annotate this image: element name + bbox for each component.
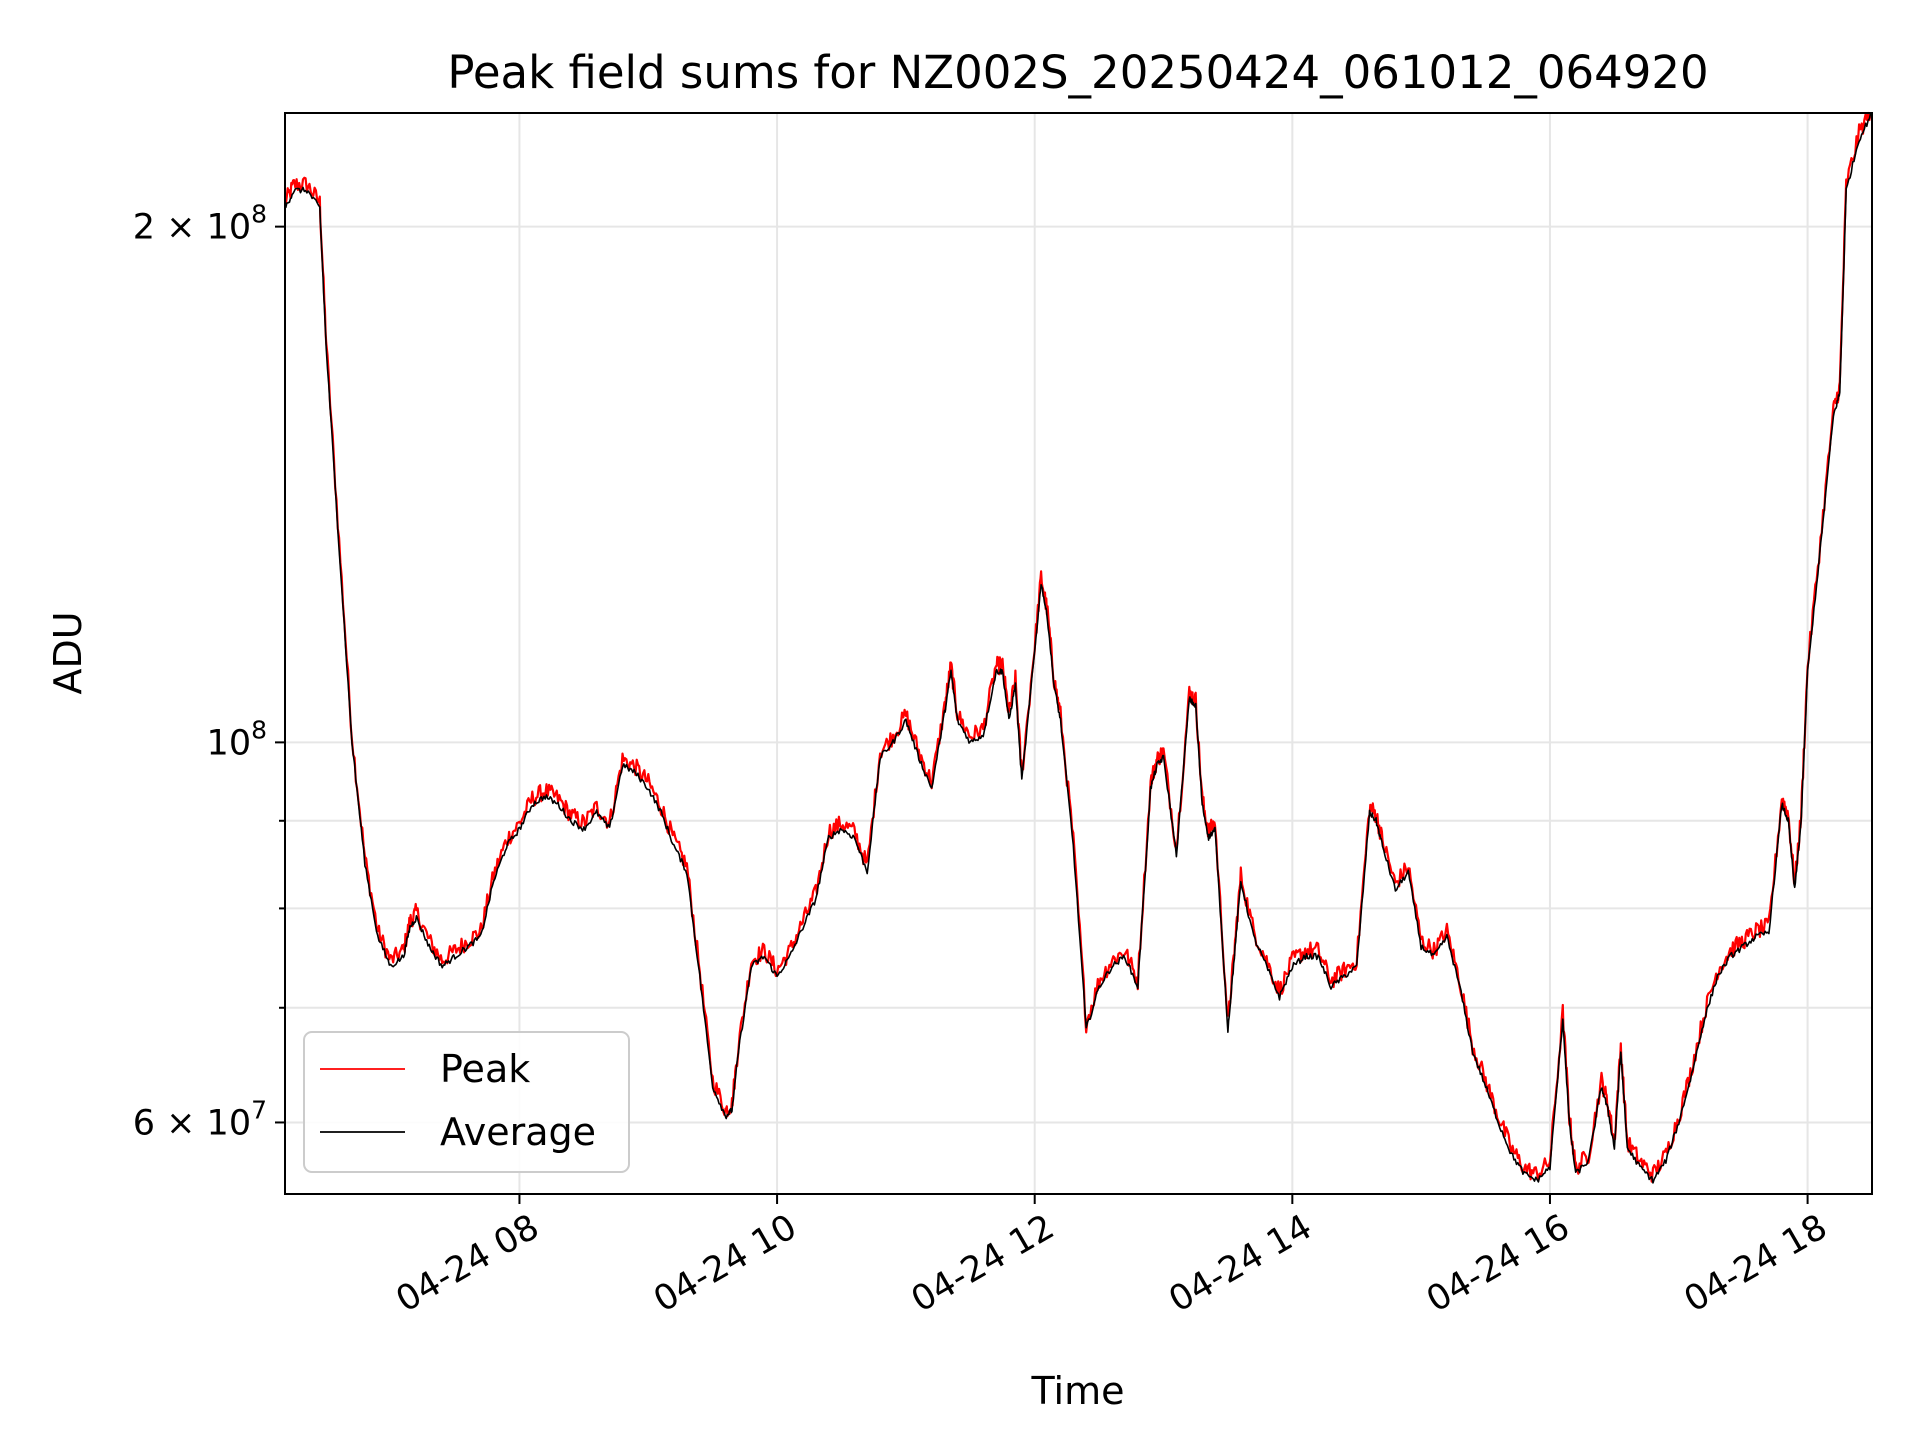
y-tick-label: 108 xyxy=(207,715,267,763)
x-axis-label: Time xyxy=(1031,1369,1125,1413)
legend: Peak Average xyxy=(303,1031,630,1173)
legend-label-average: Average xyxy=(440,1110,596,1154)
chart-title: Peak field sums for NZ002S_20250424_0610… xyxy=(447,46,1708,99)
plot-frame xyxy=(284,112,1873,1195)
y-tick-label: 6 × 107 xyxy=(133,1095,267,1143)
legend-box xyxy=(303,1031,630,1173)
series-layer xyxy=(283,111,1873,1184)
y-axis: 6 × 107 108 2 × 108 xyxy=(133,200,285,1143)
series-line-average xyxy=(284,112,1873,1184)
y-tick-label: 2 × 108 xyxy=(133,200,267,248)
legend-label-peak: Peak xyxy=(440,1047,530,1091)
y-axis-label: ADU xyxy=(46,611,90,694)
